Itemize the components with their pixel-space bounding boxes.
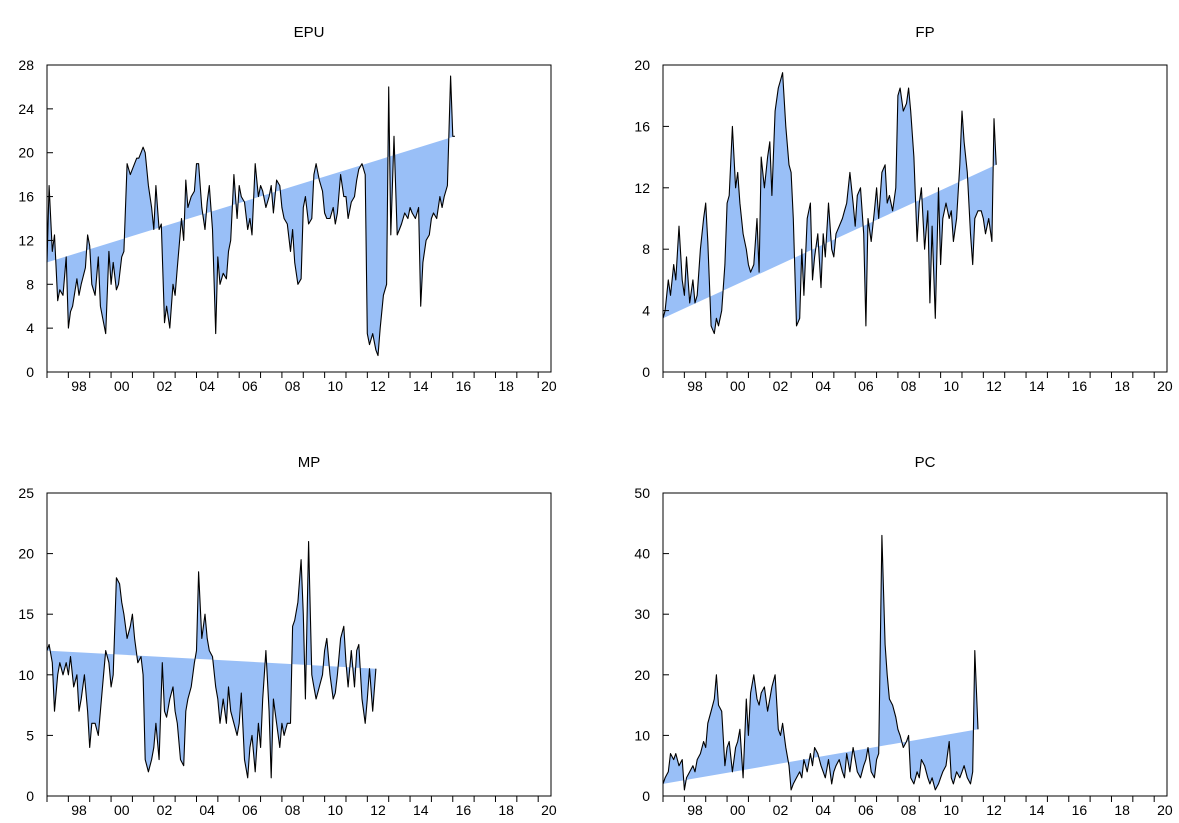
series-area xyxy=(663,535,978,790)
y-tick-label: 0 xyxy=(642,364,650,380)
chart-title: PC xyxy=(915,454,936,471)
x-tick-label: 10 xyxy=(944,802,960,818)
chart-panel-pc: PC 0 10 20 30 40 50 98 00 02 04 06 08 10 12 14 16 18 20 xyxy=(634,454,1172,818)
x-tick-label: 14 xyxy=(1029,802,1045,818)
x-tick-label: 10 xyxy=(944,378,960,394)
plot-frame xyxy=(662,492,1168,797)
x-tick-label: 04 xyxy=(199,378,215,394)
series-area xyxy=(663,72,997,334)
y-tick-label: 8 xyxy=(642,241,650,257)
y-tick-label: 25 xyxy=(18,485,34,501)
y-tick-label: 4 xyxy=(642,303,650,319)
y-tick-label: 20 xyxy=(18,546,34,562)
x-tick-label: 20 xyxy=(541,802,557,818)
y-tick-label: 24 xyxy=(18,101,34,117)
y-tick-label: 10 xyxy=(18,667,34,683)
x-tick-label: 12 xyxy=(986,802,1002,818)
plot-frame xyxy=(46,492,552,797)
x-tick-label: 18 xyxy=(498,802,514,818)
y-tick-label: 5 xyxy=(26,727,34,743)
x-tick-label: 14 xyxy=(1029,378,1045,394)
y-tick-label: 0 xyxy=(642,788,650,804)
x-tick-label: 16 xyxy=(1072,378,1088,394)
x-tick-label: 12 xyxy=(370,802,386,818)
x-tick-label: 98 xyxy=(687,378,703,394)
x-tick-label: 02 xyxy=(773,378,789,394)
x-tick-label: 18 xyxy=(498,378,514,394)
x-tick-label: 00 xyxy=(730,802,746,818)
plot-frame xyxy=(662,64,1168,373)
x-tick-label: 12 xyxy=(370,378,386,394)
x-tick-label: 08 xyxy=(285,802,301,818)
x-tick-label: 20 xyxy=(1157,802,1173,818)
chart-title: EPU xyxy=(294,24,325,41)
x-tick-label: 00 xyxy=(114,378,130,394)
x-tick-label: 00 xyxy=(114,802,130,818)
x-tick-label: 00 xyxy=(730,378,746,394)
x-tick-label: 16 xyxy=(1072,802,1088,818)
x-tick-label: 20 xyxy=(1157,378,1173,394)
x-tick-label: 18 xyxy=(1114,378,1130,394)
x-tick-label: 02 xyxy=(157,378,173,394)
x-tick-label: 06 xyxy=(242,378,258,394)
y-tick-label: 20 xyxy=(18,145,34,161)
y-tick-label: 20 xyxy=(634,57,650,73)
x-tick-label: 14 xyxy=(413,802,429,818)
x-tick-label: 02 xyxy=(773,802,789,818)
y-tick-label: 40 xyxy=(634,546,650,562)
x-tick-label: 16 xyxy=(456,378,472,394)
x-tick-label: 20 xyxy=(541,378,557,394)
x-tick-label: 06 xyxy=(858,378,874,394)
y-tick-label: 0 xyxy=(26,788,34,804)
y-tick-label: 0 xyxy=(26,364,34,380)
y-tick-label: 8 xyxy=(26,276,34,292)
y-tick-label: 10 xyxy=(634,727,650,743)
series-area xyxy=(47,541,376,778)
x-tick-label: 08 xyxy=(901,802,917,818)
x-tick-label: 08 xyxy=(901,378,917,394)
y-tick-label: 30 xyxy=(634,606,650,622)
y-tick-label: 16 xyxy=(634,118,650,134)
series-line xyxy=(662,72,997,335)
x-tick-label: 98 xyxy=(71,378,87,394)
x-tick-label: 10 xyxy=(328,378,344,394)
x-tick-label: 04 xyxy=(815,802,831,818)
x-tick-label: 04 xyxy=(815,378,831,394)
chart-title: MP xyxy=(298,454,321,471)
x-tick-label: 06 xyxy=(858,802,874,818)
y-tick-label: 28 xyxy=(18,57,34,73)
series-area xyxy=(47,76,455,356)
plot-frame xyxy=(46,64,552,373)
y-tick-label: 12 xyxy=(634,180,650,196)
series-line xyxy=(662,534,979,791)
x-tick-label: 08 xyxy=(285,378,301,394)
series-line xyxy=(46,540,377,779)
y-tick-label: 4 xyxy=(26,320,34,336)
x-tick-label: 16 xyxy=(456,802,472,818)
x-tick-label: 14 xyxy=(413,378,429,394)
x-tick-label: 98 xyxy=(71,802,87,818)
y-tick-label: 12 xyxy=(18,232,34,248)
x-tick-label: 04 xyxy=(199,802,215,818)
x-tick-label: 06 xyxy=(242,802,258,818)
y-tick-label: 20 xyxy=(634,667,650,683)
y-tick-label: 15 xyxy=(18,606,34,622)
y-tick-label: 16 xyxy=(18,189,34,205)
chart-panel-mp: MP 0 5 10 15 20 25 98 00 02 04 06 08 10 12 14 16 18 20 xyxy=(18,454,556,818)
x-tick-label: 98 xyxy=(687,802,703,818)
x-tick-label: 02 xyxy=(157,802,173,818)
y-tick-label: 50 xyxy=(634,485,650,501)
x-tick-label: 18 xyxy=(1114,802,1130,818)
chart-title: FP xyxy=(915,24,934,41)
x-tick-label: 12 xyxy=(986,378,1002,394)
x-tick-label: 10 xyxy=(328,802,344,818)
series-line xyxy=(46,75,455,357)
